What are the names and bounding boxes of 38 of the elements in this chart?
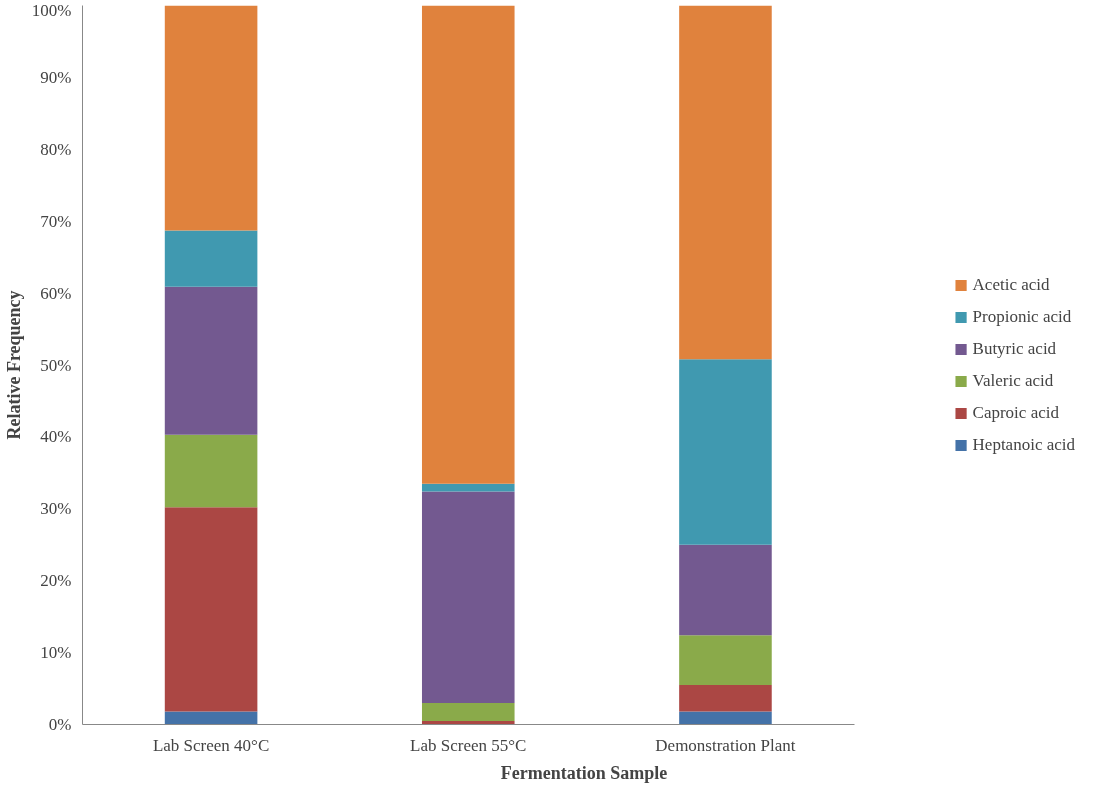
y-tick-label: 60% <box>40 283 72 303</box>
legend-label: Propionic acid <box>972 306 1072 327</box>
y-tick-label: 50% <box>40 355 72 375</box>
bar <box>164 434 258 508</box>
y-tick-label: 100% <box>31 0 72 20</box>
legend-label: Butyric acid <box>972 338 1057 359</box>
y-tick-label: 20% <box>40 571 72 591</box>
bar <box>421 491 515 703</box>
x-axis-title: Fermentation Sample <box>500 762 668 783</box>
bar <box>679 544 772 636</box>
legend-label: Acetic acid <box>972 274 1050 295</box>
legend-label: Heptanoic acid <box>972 434 1075 455</box>
x-tick-label: Lab Screen 40°C <box>152 735 270 755</box>
y-tick-label: 80% <box>40 139 72 159</box>
bar <box>164 230 258 287</box>
y-tick-label: 40% <box>40 427 72 447</box>
y-axis-title: Relative Frequency <box>3 290 24 440</box>
y-tick-label: 30% <box>40 499 72 519</box>
x-tick-label: Demonstration Plant <box>655 735 796 755</box>
bar <box>421 483 515 492</box>
bar <box>421 5 515 484</box>
y-tick-label: 90% <box>40 67 72 87</box>
y-tick-label: 70% <box>40 211 72 231</box>
bar <box>164 711 258 725</box>
y-tick-label: 0% <box>48 715 72 734</box>
y-tick-label: 10% <box>40 643 72 663</box>
bar <box>679 711 772 725</box>
bar <box>421 702 515 721</box>
x-tick-label: Lab Screen 55°C <box>410 735 527 755</box>
bar <box>679 5 772 360</box>
legend-label: Caproic acid <box>972 402 1059 423</box>
bar <box>679 359 772 545</box>
legend-label: Valeric acid <box>972 370 1054 391</box>
bar <box>164 507 258 712</box>
bar <box>679 684 772 712</box>
bar <box>164 286 258 435</box>
bar <box>679 635 772 685</box>
bar <box>164 5 258 231</box>
